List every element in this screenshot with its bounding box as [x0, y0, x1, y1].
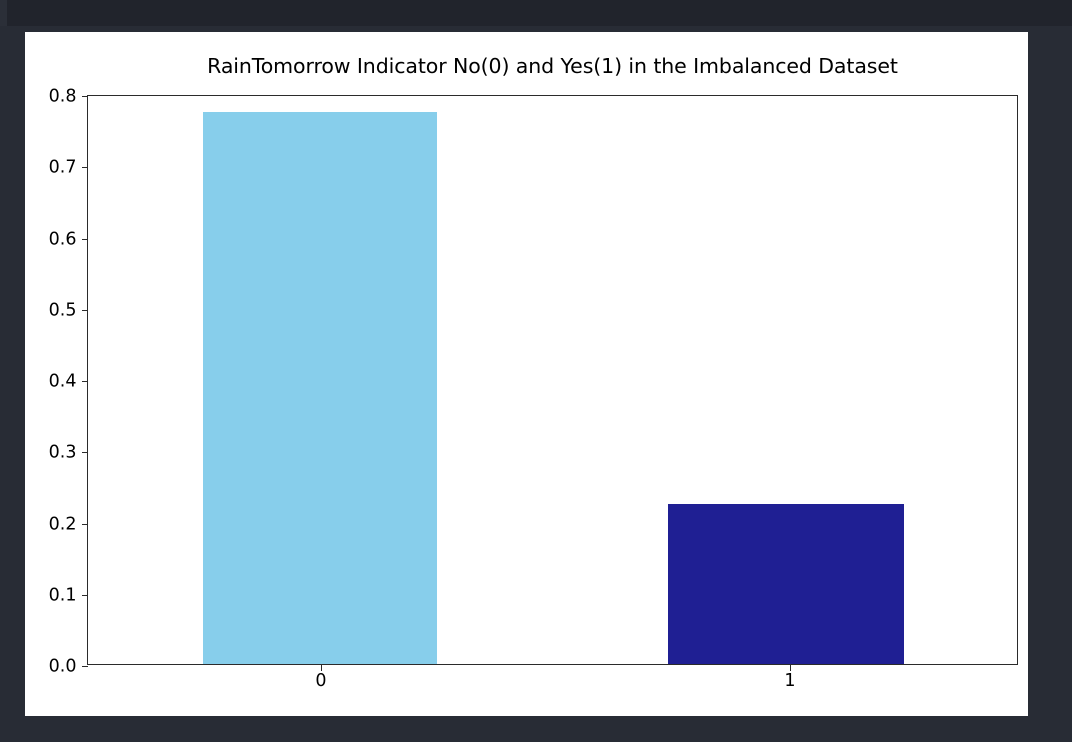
- y-axis-tick-label: 0.4: [48, 371, 77, 392]
- y-axis-tick-label: 0.0: [48, 656, 77, 677]
- x-axis-tick: [321, 664, 322, 671]
- y-axis-tick-label: 0.2: [48, 513, 77, 534]
- chart-plot-area: 0.0 0.1 0.2 0.3 0.4 0.5 0.6 0.7 0.8 0 1: [49, 88, 1018, 690]
- y-axis-tick-label: 0.6: [48, 228, 77, 249]
- x-axis-tick-label: 1: [784, 671, 796, 691]
- y-axis-tick-label: 0.5: [48, 300, 77, 320]
- y-axis-tick: 0.6: [49, 230, 88, 247]
- window-top-bar-edge: [0, 0, 7, 26]
- bar-0: [203, 111, 437, 664]
- y-axis-tick: 0.5: [49, 301, 88, 319]
- y-axis-tick: 0.8: [49, 88, 88, 105]
- y-axis-tick: 0.1: [49, 586, 88, 604]
- y-axis-tick-label: 0.8: [48, 86, 77, 107]
- window-top-bar: [0, 0, 1072, 26]
- chart-title: RainTomorrow Indicator No(0) and Yes(1) …: [207, 54, 898, 78]
- y-axis-tick-label: 0.7: [48, 157, 77, 178]
- y-axis-tick-label: 0.1: [48, 585, 77, 605]
- y-axis-tick: 0.7: [49, 159, 88, 176]
- matplotlib-figure: RainTomorrow Indicator No(0) and Yes(1) …: [25, 32, 1028, 716]
- y-axis-tick-label: 0.3: [48, 442, 77, 463]
- y-axis-tick: 0.2: [49, 515, 88, 532]
- bar-1: [668, 503, 904, 664]
- y-axis-tick: 0.4: [49, 373, 88, 390]
- y-axis-tick: 0.3: [49, 444, 88, 461]
- x-axis-tick: [790, 664, 791, 671]
- y-axis-tick: 0.0: [49, 658, 88, 675]
- x-axis-tick-label: 0: [315, 671, 327, 691]
